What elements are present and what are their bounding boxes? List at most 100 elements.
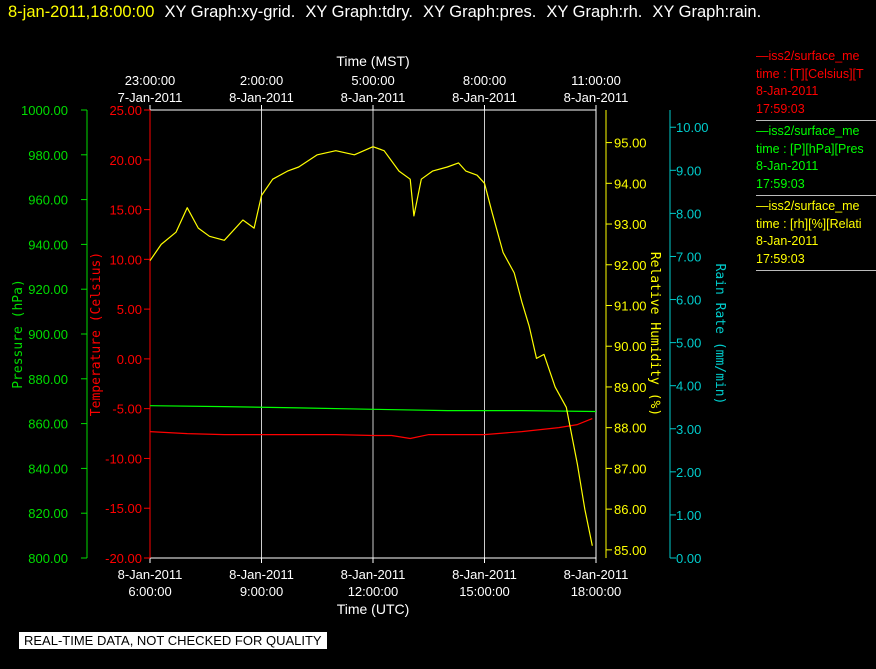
x-tick-date-bottom: 8-Jan-2011 — [229, 567, 294, 582]
legend-entry-pressure[interactable]: —iss2/surface_me time : [P][hPa][Pres 8-… — [756, 123, 876, 196]
graph-tab-rh[interactable]: XY Graph:rh. — [546, 3, 643, 21]
x-tick-date-top: 7-Jan-2011 — [118, 90, 183, 105]
rain-tick-label: 10.00 — [676, 120, 709, 135]
temperature-tick-label: 25.00 — [109, 103, 142, 118]
axes — [81, 105, 676, 563]
pressure-tick-label: 840.00 — [28, 461, 68, 476]
temperature-axis-title: Temperature (Celsius) — [89, 252, 104, 416]
pressure-tick-label: 1000.00 — [21, 103, 68, 118]
rain-tick-label: 2.00 — [676, 465, 701, 480]
x-tick-date-top: 8-Jan-2011 — [229, 90, 294, 105]
timestamp: 8-jan-2011,18:00:00 — [8, 3, 155, 21]
rain-tick-label: 3.00 — [676, 422, 701, 437]
rh-tick-label: 90.00 — [614, 339, 647, 354]
x-tick-date-bottom: 8-Jan-2011 — [341, 567, 406, 582]
rain-axis-title: Rain Rate (mm/min) — [712, 264, 727, 405]
temperature-tick-label: 10.00 — [109, 252, 142, 267]
x-tick-date-bottom: 8-Jan-2011 — [452, 567, 517, 582]
legend-line: —iss2/surface_me — [756, 199, 860, 213]
quality-notice: REAL-TIME DATA, NOT CHECKED FOR QUALITY — [19, 632, 327, 649]
rh-tick-label: 93.00 — [614, 217, 647, 232]
temperature-tick-label: 5.00 — [117, 302, 142, 317]
x-tick-date-bottom: 8-Jan-2011 — [564, 567, 629, 582]
pressure-axis-title: Pressure (hPa) — [11, 279, 26, 389]
pressure-tick-label: 960.00 — [28, 193, 68, 208]
x-tick-date-top: 8-Jan-2011 — [452, 90, 517, 105]
rh-tick-label: 89.00 — [614, 380, 647, 395]
series-lines — [149, 146, 597, 546]
pressure-tick-label: 940.00 — [28, 237, 68, 252]
legend: —iss2/surface_me time : [T][Celsius][T 8… — [756, 48, 876, 273]
rain-tick-label: 8.00 — [676, 206, 701, 221]
x-tick-time-top: 5:00:00 — [351, 73, 394, 88]
pressure-tick-label: 880.00 — [28, 372, 68, 387]
rh-tick-label: 91.00 — [614, 298, 647, 313]
temperature-tick-label: -10.00 — [105, 451, 142, 466]
rh-tick-label: 94.00 — [614, 176, 647, 191]
rain-tick-label: 0.00 — [676, 551, 701, 566]
x-tick-time-top: 2:00:00 — [240, 73, 283, 88]
x-tick-time-top: 11:00:00 — [571, 73, 621, 88]
series-line-P — [149, 405, 597, 413]
x-tick-time-bottom: 15:00:00 — [459, 584, 510, 599]
legend-line: —iss2/surface_me — [756, 49, 860, 63]
rh-axis-title: Relative Humidity (%) — [647, 252, 662, 416]
series-line-rh — [149, 146, 593, 546]
legend-entry-rh[interactable]: —iss2/surface_me time : [rh][%][Relati 8… — [756, 198, 876, 271]
pressure-tick-label: 920.00 — [28, 282, 68, 297]
pressure-tick-label: 820.00 — [28, 506, 68, 521]
rain-tick-label: 6.00 — [676, 293, 701, 308]
pressure-tick-label: 800.00 — [28, 551, 68, 566]
x-tick-time-bottom: 18:00:00 — [571, 584, 622, 599]
legend-entry-temperature[interactable]: —iss2/surface_me time : [T][Celsius][T 8… — [756, 48, 876, 121]
pressure-tick-label: 860.00 — [28, 417, 68, 432]
rain-tick-label: 9.00 — [676, 163, 701, 178]
temperature-tick-label: -15.00 — [105, 501, 142, 516]
rh-tick-label: 87.00 — [614, 461, 647, 476]
rain-tick-label: 5.00 — [676, 336, 701, 351]
rain-tick-label: 1.00 — [676, 508, 701, 523]
rh-tick-label: 85.00 — [614, 543, 647, 558]
legend-date: 8-Jan-2011 — [756, 234, 819, 248]
rh-tick-label: 92.00 — [614, 258, 647, 273]
graph-tab-tdry[interactable]: XY Graph:tdry. — [305, 3, 413, 21]
rh-tick-label: 95.00 — [614, 136, 647, 151]
graph-tab-pres[interactable]: XY Graph:pres. — [422, 3, 537, 21]
x-tick-time-bottom: 9:00:00 — [240, 584, 283, 599]
x-tick-time-bottom: 12:00:00 — [348, 584, 399, 599]
x-axis-label-bottom: Time (UTC) — [337, 601, 410, 617]
axis-labels: 8-Jan-2011 6:00:00 23:00:00 7-Jan-2011 8-Jan… — [11, 53, 727, 617]
legend-time: 17:59:03 — [756, 101, 805, 116]
legend-time: 17:59:03 — [756, 251, 805, 266]
legend-date: 8-Jan-2011 — [756, 159, 819, 173]
rh-tick-label: 88.00 — [614, 421, 647, 436]
legend-line: —iss2/surface_me — [756, 124, 860, 138]
x-tick-time-bottom: 6:00:00 — [128, 584, 171, 599]
legend-units: time : [P][hPa][Pres — [756, 141, 864, 156]
temperature-tick-label: 20.00 — [109, 153, 142, 168]
legend-date: 8-Jan-2011 — [756, 84, 819, 98]
graph-tab-rain[interactable]: XY Graph:rain. — [652, 3, 762, 21]
pressure-tick-label: 980.00 — [28, 148, 68, 163]
x-tick-date-top: 8-Jan-2011 — [341, 90, 406, 105]
legend-units: time : [rh][%][Relati — [756, 216, 862, 231]
x-tick-date-top: 8-Jan-2011 — [564, 90, 629, 105]
temperature-tick-label: 15.00 — [109, 203, 142, 218]
temperature-tick-label: -5.00 — [112, 402, 142, 417]
legend-time: 17:59:03 — [756, 176, 805, 191]
x-tick-time-top: 8:00:00 — [463, 73, 506, 88]
temperature-tick-label: 0.00 — [117, 352, 142, 367]
rain-tick-label: 4.00 — [676, 379, 701, 394]
grid-lines — [261, 110, 485, 558]
rh-tick-label: 86.00 — [614, 502, 647, 517]
graph-tab-xy-grid[interactable]: XY Graph:xy-grid. — [164, 3, 296, 21]
pressure-tick-label: 900.00 — [28, 327, 68, 342]
legend-units: time : [T][Celsius][T — [756, 66, 864, 81]
series-line-T — [149, 418, 593, 440]
x-axis-label-top: Time (MST) — [336, 53, 409, 69]
x-tick-date-bottom: 8-Jan-2011 — [118, 567, 183, 582]
title-bar: 8-jan-2011,18:00:00 XY Graph:xy-grid. XY G… — [8, 3, 761, 22]
temperature-tick-label: -20.00 — [105, 551, 142, 566]
rain-tick-label: 7.00 — [676, 249, 701, 264]
